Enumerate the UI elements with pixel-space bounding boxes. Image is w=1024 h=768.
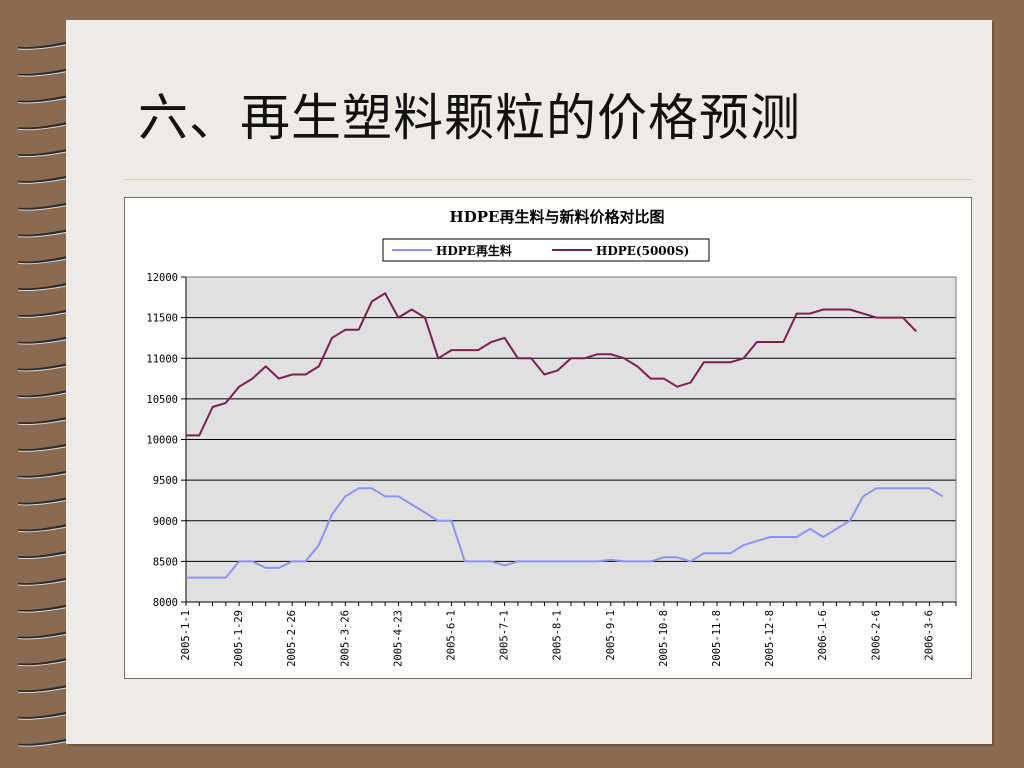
x-tick-label: 2006-1-6 — [817, 610, 829, 661]
series-line-recycled — [186, 487, 944, 579]
x-tick-label: 2005-1-29 — [233, 610, 245, 667]
price-comparison-chart: HDPE再生料与新料价格对比图 HDPE再生料 HDPE(5000S) 8000… — [146, 208, 957, 667]
y-tick-label: 10000 — [146, 435, 178, 447]
y-tick-label: 12000 — [146, 272, 178, 284]
y-tick-label: 10500 — [146, 394, 178, 406]
legend-box — [382, 238, 710, 262]
plot-area: 8000 8500 9000 9500 10000 10500 11000 11500 1200… — [146, 272, 957, 667]
y-tick-label: 11000 — [146, 353, 178, 365]
chart-legend: HDPE再生料 HDPE(5000S) — [382, 238, 710, 262]
title-divider — [125, 179, 971, 180]
x-tick-label: 2005-1-1 — [180, 610, 192, 661]
y-tick-label: 8500 — [153, 556, 178, 568]
y-tick-label: 8000 — [153, 597, 178, 609]
y-tick-label: 9500 — [153, 475, 178, 487]
chart-title: HDPE再生料与新料价格对比图 — [450, 208, 665, 226]
x-tick-label: 2005-10-8 — [658, 610, 670, 667]
x-tick-label: 2006-2-6 — [870, 610, 882, 661]
y-tick-label: 9000 — [153, 516, 178, 528]
x-tick-label: 2005-4-23 — [392, 610, 404, 667]
x-tick-label: 2006-3-6 — [923, 610, 935, 661]
x-tick-label: 2005-11-8 — [711, 610, 723, 667]
x-tick-label: 2005-7-1 — [499, 610, 511, 661]
slide-title: 六、再生塑料颗粒的价格预测 — [138, 89, 801, 147]
series-line-virgin — [186, 292, 917, 437]
x-tick-label: 2005-2-26 — [286, 610, 298, 667]
x-tick-label: 2005-6-1 — [446, 610, 458, 661]
legend-label-recycled: HDPE再生料 — [436, 243, 512, 258]
x-tick-label: 2005-9-1 — [605, 610, 617, 661]
x-tick-label: 2005-3-26 — [339, 610, 351, 667]
legend-label-virgin: HDPE(5000S) — [596, 244, 689, 258]
x-tick-label: 2005-8-1 — [552, 610, 564, 661]
y-tick-label: 11500 — [146, 313, 178, 325]
x-tick-label: 2005-12-8 — [764, 610, 776, 667]
